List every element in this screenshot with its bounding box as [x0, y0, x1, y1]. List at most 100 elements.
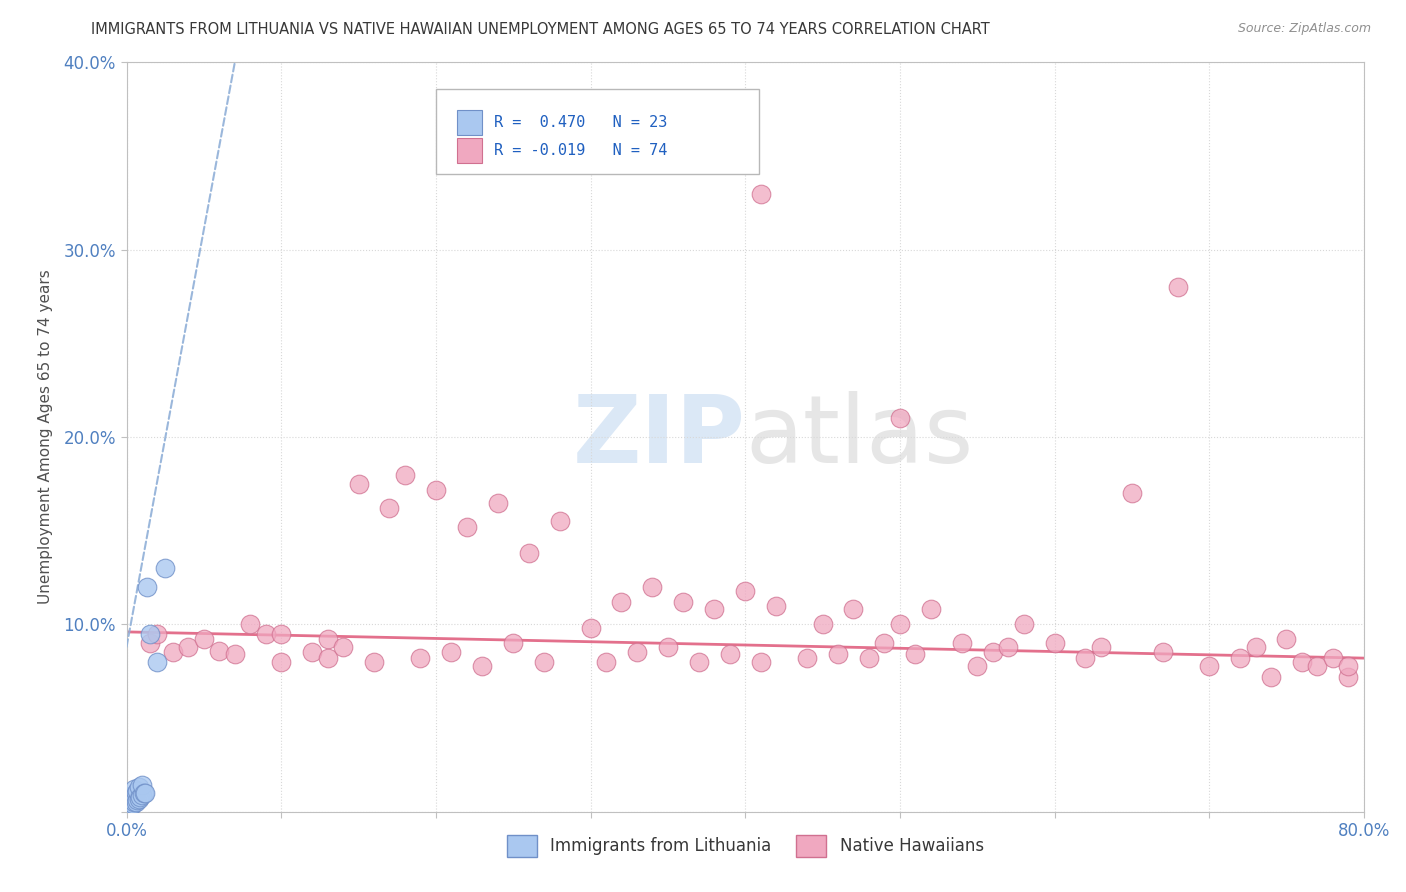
Point	[610, 595, 633, 609]
Point	[127, 784, 149, 798]
Point	[657, 640, 679, 654]
Point	[1322, 651, 1344, 665]
Point	[132, 786, 155, 800]
Point	[125, 786, 148, 800]
Point	[904, 648, 927, 662]
Point	[347, 476, 370, 491]
Point	[533, 655, 555, 669]
Point	[1090, 640, 1112, 654]
Y-axis label: Unemployment Among Ages 65 to 74 years: Unemployment Among Ages 65 to 74 years	[38, 269, 52, 605]
Point	[378, 501, 401, 516]
Point	[120, 799, 142, 814]
Point	[409, 651, 432, 665]
Point	[270, 626, 292, 640]
Point	[765, 599, 787, 613]
Point	[121, 788, 143, 802]
Point	[579, 621, 602, 635]
Point	[146, 655, 169, 669]
Point	[997, 640, 1019, 654]
Point	[749, 655, 772, 669]
Point	[131, 788, 153, 802]
Point	[121, 797, 143, 812]
Text: atlas: atlas	[745, 391, 973, 483]
Point	[153, 561, 177, 575]
Point	[811, 617, 834, 632]
Point	[425, 483, 447, 497]
Point	[1229, 651, 1251, 665]
Point	[920, 602, 942, 616]
Point	[134, 786, 156, 800]
Point	[595, 655, 617, 669]
Point	[138, 626, 160, 640]
Point	[950, 636, 973, 650]
Point	[641, 580, 664, 594]
Text: R =  0.470   N = 23: R = 0.470 N = 23	[494, 115, 666, 130]
Point	[124, 782, 146, 797]
Legend: Immigrants from Lithuania, Native Hawaiians: Immigrants from Lithuania, Native Hawaii…	[501, 829, 990, 863]
Point	[127, 793, 149, 807]
Point	[858, 651, 880, 665]
Point	[456, 520, 478, 534]
Point	[1074, 651, 1097, 665]
Point	[254, 626, 277, 640]
Point	[135, 580, 157, 594]
Point	[1244, 640, 1267, 654]
Point	[316, 651, 339, 665]
Point	[1198, 658, 1220, 673]
Point	[124, 796, 146, 810]
Point	[301, 646, 323, 660]
Point	[224, 648, 246, 662]
Point	[1337, 658, 1360, 673]
Point	[193, 632, 215, 647]
Point	[1121, 486, 1143, 500]
Point	[138, 636, 160, 650]
Point	[718, 648, 741, 662]
Point	[118, 796, 141, 810]
Point	[270, 655, 292, 669]
Point	[129, 789, 152, 804]
Point	[873, 636, 896, 650]
Point	[703, 602, 725, 616]
Point	[162, 646, 184, 660]
Point	[1012, 617, 1035, 632]
Point	[1152, 646, 1174, 660]
Point	[1337, 670, 1360, 684]
Point	[1167, 280, 1189, 294]
Point	[471, 658, 494, 673]
Point	[394, 467, 416, 482]
Point	[332, 640, 354, 654]
Point	[749, 186, 772, 201]
Text: Source: ZipAtlas.com: Source: ZipAtlas.com	[1237, 22, 1371, 36]
Point	[177, 640, 200, 654]
Point	[548, 514, 571, 528]
Point	[672, 595, 695, 609]
Point	[796, 651, 818, 665]
Point	[981, 646, 1004, 660]
Point	[440, 646, 463, 660]
Point	[363, 655, 385, 669]
Point	[125, 796, 148, 810]
Point	[128, 791, 150, 805]
Text: R = -0.019   N = 74: R = -0.019 N = 74	[494, 143, 666, 158]
Point	[316, 632, 339, 647]
Point	[734, 583, 756, 598]
Point	[502, 636, 524, 650]
Point	[120, 791, 142, 805]
Point	[128, 780, 150, 795]
Point	[146, 626, 169, 640]
Text: ZIP: ZIP	[572, 391, 745, 483]
Point	[827, 648, 849, 662]
Point	[1260, 670, 1282, 684]
Point	[688, 655, 710, 669]
Point	[842, 602, 865, 616]
Point	[517, 546, 540, 560]
Point	[1306, 658, 1329, 673]
Point	[966, 658, 988, 673]
Point	[626, 646, 648, 660]
Point	[889, 411, 911, 425]
Point	[239, 617, 262, 632]
Point	[124, 789, 146, 804]
Point	[1043, 636, 1066, 650]
Point	[1275, 632, 1298, 647]
Text: IMMIGRANTS FROM LITHUANIA VS NATIVE HAWAIIAN UNEMPLOYMENT AMONG AGES 65 TO 74 YE: IMMIGRANTS FROM LITHUANIA VS NATIVE HAWA…	[91, 22, 990, 37]
